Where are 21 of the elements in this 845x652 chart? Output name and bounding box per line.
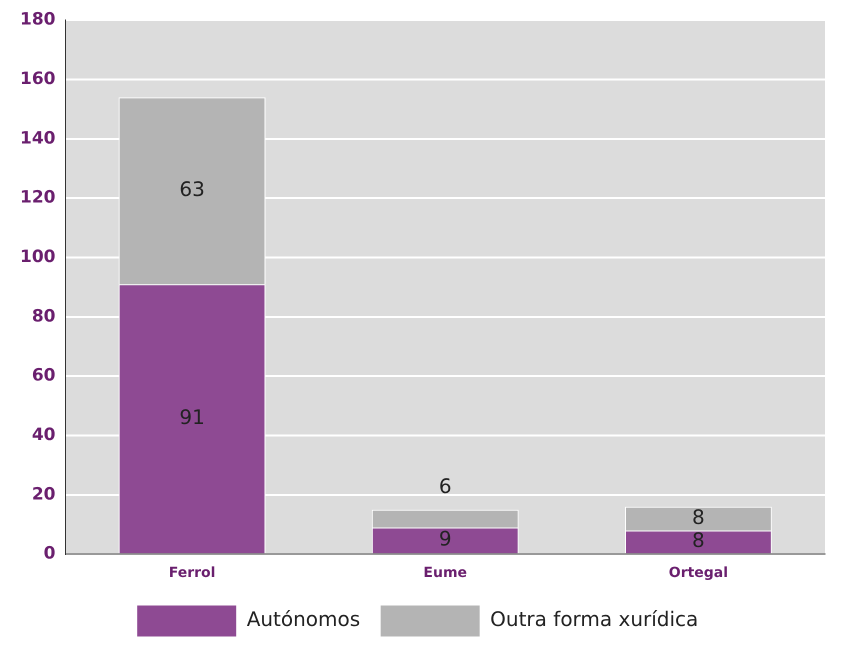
y-tick-label: 0 bbox=[44, 544, 56, 564]
data-label: 91 bbox=[179, 404, 205, 429]
y-tick-label: 100 bbox=[20, 246, 56, 267]
y-tick-label: 40 bbox=[32, 424, 56, 445]
y-tick-label: 120 bbox=[20, 188, 56, 208]
x-tick-label: Ferrol bbox=[168, 565, 216, 582]
data-label: 9 bbox=[438, 526, 452, 551]
y-tick-label: 80 bbox=[32, 306, 56, 326]
y-tick-label: 60 bbox=[32, 366, 56, 386]
y-tick-label: 160 bbox=[20, 68, 56, 89]
data-label: 6 bbox=[438, 474, 452, 498]
legend-label: Autónomos bbox=[246, 607, 360, 632]
data-label: 63 bbox=[179, 176, 205, 201]
data-label: 8 bbox=[692, 504, 705, 529]
legend-label: Outra forma xurídica bbox=[490, 607, 698, 632]
y-tick-label: 140 bbox=[20, 128, 56, 148]
x-tick-label: Ortegal bbox=[668, 565, 728, 582]
x-tick-label: Eume bbox=[423, 565, 468, 582]
data-label: 8 bbox=[692, 528, 705, 552]
y-tick-label: 20 bbox=[32, 484, 56, 504]
y-tick-label: 180 bbox=[20, 10, 56, 30]
